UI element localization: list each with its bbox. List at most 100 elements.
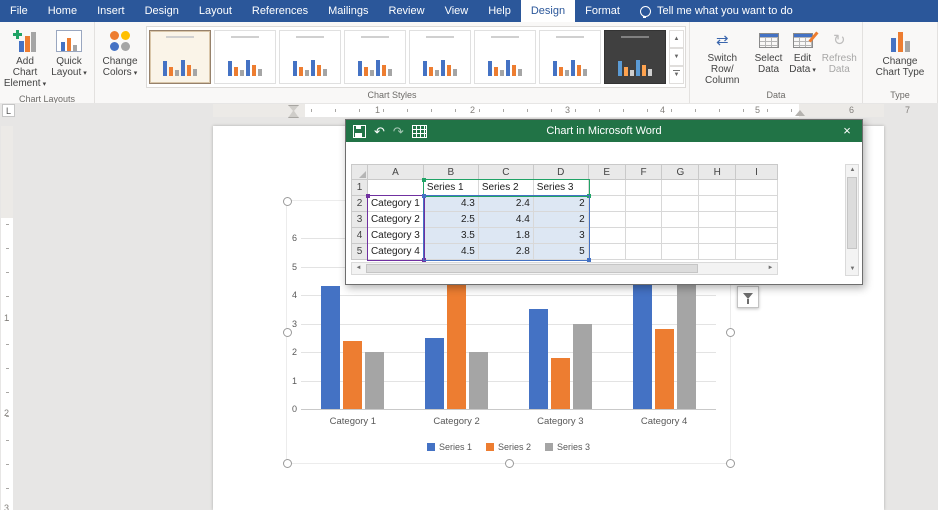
cell-A2[interactable]: Category 1 — [366, 195, 424, 212]
column-header-I[interactable]: I — [735, 164, 778, 180]
cell-H3[interactable] — [698, 211, 737, 228]
gallery-scroll-down-button[interactable]: ▼ — [669, 48, 684, 66]
cell-B1[interactable]: Series 1 — [422, 179, 479, 196]
cell-G2[interactable] — [661, 195, 700, 212]
cell-E1[interactable] — [587, 179, 626, 196]
contextual-tab-format[interactable]: Format — [585, 5, 620, 17]
bar-series1-category1[interactable] — [321, 286, 341, 409]
cell-I5[interactable] — [735, 243, 778, 260]
selection-handle[interactable] — [726, 459, 735, 468]
bar-series3-category1[interactable] — [365, 352, 385, 409]
datasheet-horizontal-scrollbar[interactable]: ◄ ► — [351, 262, 778, 275]
tab-help[interactable]: Help — [488, 5, 511, 17]
cell-F1[interactable] — [624, 179, 663, 196]
bar-series1-category3[interactable] — [528, 309, 548, 409]
worksheet-icon[interactable] — [411, 124, 427, 138]
right-indent-marker[interactable] — [795, 110, 805, 116]
scroll-right-icon[interactable]: ► — [767, 265, 774, 271]
column-header-G[interactable]: G — [661, 164, 700, 180]
tell-me-box[interactable]: Tell me what you want to do — [630, 0, 803, 22]
chart-style-thumbnail-8[interactable] — [604, 30, 666, 84]
column-header-H[interactable]: H — [698, 164, 737, 180]
quick-layout-button[interactable]: Quick Layout ▾ — [47, 26, 91, 81]
row-header-2[interactable]: 2 — [351, 195, 368, 212]
redo-icon[interactable]: ↷ — [392, 123, 404, 139]
bar-series2-category3[interactable] — [550, 357, 570, 409]
row-header-4[interactable]: 4 — [351, 227, 368, 244]
chart-style-thumbnail-6[interactable] — [474, 30, 536, 84]
cell-A5[interactable]: Category 4 — [366, 243, 424, 260]
cell-B5[interactable]: 4.5 — [422, 243, 479, 260]
edit-data-button[interactable]: Edit Data ▾ — [786, 26, 820, 78]
cell-E4[interactable] — [587, 227, 626, 244]
cell-H4[interactable] — [698, 227, 737, 244]
row-header-3[interactable]: 3 — [351, 211, 368, 228]
bar-series2-category1[interactable] — [343, 340, 363, 409]
row-header-1[interactable]: 1 — [351, 179, 368, 196]
vertical-scroll-thumb[interactable] — [847, 177, 857, 249]
save-icon[interactable] — [353, 124, 366, 138]
cell-I2[interactable] — [735, 195, 778, 212]
legend-item[interactable]: Series 2 — [485, 442, 531, 452]
horizontal-scroll-thumb[interactable] — [366, 264, 698, 273]
scroll-left-icon[interactable]: ◄ — [355, 265, 362, 271]
add-chart-element-button[interactable]: Add Chart Element ▾ — [3, 26, 47, 92]
contextual-tab-design[interactable]: Design — [520, 0, 576, 22]
tab-review[interactable]: Review — [388, 5, 425, 17]
bar-series1-category4[interactable] — [632, 280, 652, 409]
select-data-button[interactable]: Select Data — [752, 26, 786, 77]
cell-C5[interactable]: 2.8 — [477, 243, 534, 260]
cell-D1[interactable]: Series 3 — [532, 179, 589, 196]
tab-stop-selector[interactable]: L — [2, 104, 15, 117]
tab-file[interactable]: File — [10, 5, 28, 17]
chart-style-thumbnail-1[interactable] — [149, 30, 211, 84]
scroll-down-icon[interactable]: ▼ — [849, 266, 856, 272]
cell-I4[interactable] — [735, 227, 778, 244]
bar-series3-category4[interactable] — [676, 266, 696, 409]
cell-C4[interactable]: 1.8 — [477, 227, 534, 244]
gallery-more-button[interactable]: ▼ — [669, 66, 684, 84]
cell-D2[interactable]: 2 — [532, 195, 589, 212]
bar-series2-category4[interactable] — [654, 329, 674, 409]
cell-F2[interactable] — [624, 195, 663, 212]
cell-A1[interactable] — [366, 179, 424, 196]
cell-D3[interactable]: 2 — [532, 211, 589, 228]
cell-G1[interactable] — [661, 179, 700, 196]
selection-handle[interactable] — [726, 328, 735, 337]
column-header-B[interactable]: B — [422, 164, 479, 180]
cell-D4[interactable]: 3 — [532, 227, 589, 244]
tab-mailings[interactable]: Mailings — [328, 5, 369, 17]
data-window-titlebar[interactable]: ↶ ↷ Chart in Microsoft Word × — [346, 120, 862, 142]
chart-style-thumbnail-5[interactable] — [409, 30, 471, 84]
tab-insert[interactable]: Insert — [97, 5, 125, 17]
cell-F5[interactable] — [624, 243, 663, 260]
bar-series3-category2[interactable] — [469, 352, 489, 409]
column-header-D[interactable]: D — [532, 164, 589, 180]
undo-icon[interactable]: ↶ — [374, 123, 385, 139]
tab-design[interactable]: Design — [144, 5, 179, 17]
cell-I3[interactable] — [735, 211, 778, 228]
change-chart-type-button[interactable]: Change Chart Type — [870, 26, 930, 80]
column-header-A[interactable]: A — [366, 164, 424, 180]
cell-B2[interactable]: 4.3 — [422, 195, 479, 212]
chart-style-thumbnail-3[interactable] — [279, 30, 341, 84]
chart-style-thumbnail-7[interactable] — [539, 30, 601, 84]
chart-style-thumbnail-4[interactable] — [344, 30, 406, 84]
cell-C2[interactable]: 2.4 — [477, 195, 534, 212]
legend-item[interactable]: Series 1 — [426, 442, 472, 452]
row-header-5[interactable]: 5 — [351, 243, 368, 260]
cell-E3[interactable] — [587, 211, 626, 228]
cell-G5[interactable] — [661, 243, 700, 260]
cell-B4[interactable]: 3.5 — [422, 227, 479, 244]
column-header-C[interactable]: C — [477, 164, 534, 180]
cell-H2[interactable] — [698, 195, 737, 212]
cell-E2[interactable] — [587, 195, 626, 212]
cell-D5[interactable]: 5 — [532, 243, 589, 260]
tab-layout[interactable]: Layout — [198, 5, 232, 17]
selection-handle[interactable] — [283, 328, 292, 337]
bar-series2-category2[interactable] — [447, 283, 467, 409]
select-all-corner[interactable] — [351, 164, 368, 180]
cell-I1[interactable] — [735, 179, 778, 196]
cell-B3[interactable]: 2.5 — [422, 211, 479, 228]
selection-handle[interactable] — [283, 459, 292, 468]
